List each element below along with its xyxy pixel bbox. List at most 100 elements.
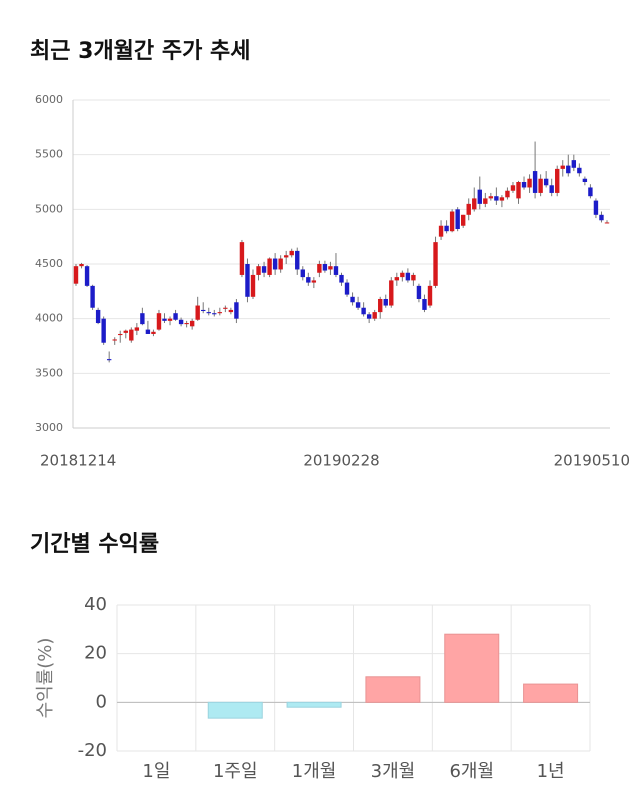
candle-body: [123, 330, 128, 333]
y-tick-label: 5000: [35, 202, 63, 215]
y-axis-label: 수익률(%): [35, 638, 56, 719]
candle-body: [278, 258, 283, 270]
candle-body: [317, 264, 322, 273]
candle-body: [228, 309, 234, 313]
candle-body: [560, 165, 565, 169]
y-tick-label: 20: [84, 643, 107, 664]
x-tick-label: 20190510: [554, 452, 630, 470]
x-tick-label: 20190228: [303, 452, 379, 470]
candle-body: [505, 190, 510, 198]
candle-body: [90, 285, 95, 308]
bar: [523, 683, 579, 703]
y-tick-label: 4500: [35, 257, 63, 270]
y-tick-label: 5500: [35, 148, 63, 161]
y-tick-label: 6000: [35, 93, 63, 106]
candle-body: [112, 339, 117, 341]
candle-body: [306, 277, 311, 283]
candle-body: [206, 312, 211, 314]
candle-body: [311, 280, 317, 283]
candle-body: [444, 225, 449, 232]
candle-body: [151, 331, 156, 334]
candle-body: [73, 266, 79, 284]
bar: [365, 676, 421, 703]
candle-body: [162, 318, 167, 321]
candle-body: [427, 285, 433, 306]
x-tick-label: 3개월: [371, 761, 416, 782]
candle-body: [234, 302, 239, 319]
candle-body: [239, 242, 245, 275]
bar: [444, 633, 500, 703]
candle-body: [167, 318, 173, 321]
candle-body: [355, 302, 361, 308]
candle-body: [300, 269, 305, 278]
candle-body: [510, 185, 516, 191]
candle-body: [156, 313, 162, 330]
candle-body: [372, 312, 377, 319]
x-tick-label: 1일: [142, 761, 170, 782]
candle-body: [184, 323, 189, 325]
candle-body: [322, 264, 328, 271]
chart-title: 최근 3개월간 주가 추세: [30, 39, 250, 64]
candle-body: [173, 313, 178, 320]
x-tick-label: 1주일: [213, 761, 258, 782]
candle-body: [394, 277, 400, 281]
candle-body: [361, 307, 366, 315]
candle-body: [95, 309, 101, 324]
candle-body: [212, 313, 217, 315]
candle-body: [488, 196, 494, 199]
candle-body: [566, 165, 571, 174]
y-tick-label: 4000: [35, 312, 63, 325]
candle-body: [472, 198, 477, 210]
y-tick-label: 3500: [35, 366, 63, 379]
candle-body: [261, 266, 267, 273]
x-tick-label: 6개월: [449, 761, 494, 782]
candle-body: [460, 214, 466, 226]
candle-body: [477, 189, 482, 204]
candle-body: [422, 298, 427, 310]
candle-body: [339, 274, 344, 283]
candle-body: [189, 320, 195, 327]
candle-body: [599, 214, 604, 221]
candle-body: [256, 266, 261, 275]
y-tick-label: 0: [96, 691, 107, 712]
candle-body: [84, 266, 90, 286]
candle-body: [118, 333, 123, 336]
candle-body: [267, 258, 272, 275]
candle-body: [571, 160, 577, 168]
candle-body: [483, 198, 488, 204]
chart-title: 기간별 수익률: [30, 532, 159, 557]
candle-body: [178, 319, 184, 325]
candle-body: [140, 313, 145, 325]
candle-body: [516, 182, 521, 199]
candle-body: [411, 274, 416, 281]
candle-body: [588, 187, 593, 197]
candle-body: [295, 250, 300, 270]
candle-body: [449, 211, 455, 232]
candle-body: [201, 309, 206, 312]
candle-body: [366, 314, 372, 319]
candle-body: [289, 250, 294, 256]
candle-body: [405, 272, 411, 281]
candle-body: [549, 185, 554, 193]
candle-body: [416, 285, 422, 299]
candle-body: [250, 274, 256, 297]
y-tick-label: 40: [84, 594, 107, 615]
candle-body: [577, 167, 582, 174]
candle-body: [344, 282, 350, 295]
candle-body: [223, 307, 228, 309]
candle-body: [283, 255, 289, 258]
bar: [286, 701, 342, 708]
candle-body: [466, 203, 471, 215]
candle-body: [593, 200, 599, 215]
candle-body: [527, 178, 532, 188]
candle-body: [383, 298, 388, 306]
candle-body: [532, 171, 538, 193]
candle-body: [538, 178, 543, 193]
x-tick-label: 1년: [537, 761, 565, 782]
bar: [207, 701, 263, 719]
candle-body: [604, 222, 610, 224]
x-tick-label: 20181214: [40, 452, 116, 470]
candle-body: [217, 312, 223, 314]
candle-body: [101, 318, 106, 343]
